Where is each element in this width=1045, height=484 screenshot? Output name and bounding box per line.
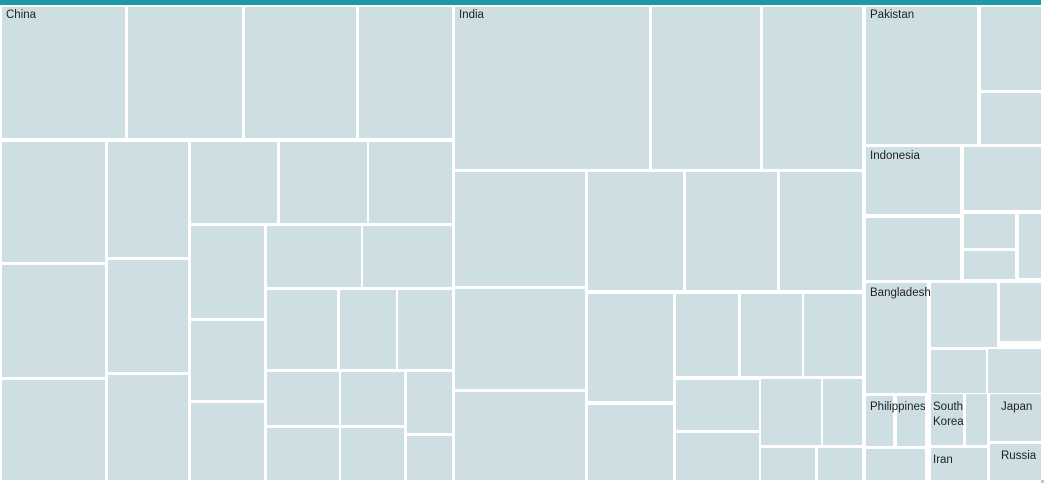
treemap-group-bangladesh: Bangladesh xyxy=(866,283,1041,393)
treemap-cell[interactable] xyxy=(964,147,1041,210)
treemap-cell[interactable] xyxy=(981,7,1041,90)
treemap-group-indonesia: Indonesia xyxy=(866,147,1041,280)
treemap-cell[interactable] xyxy=(363,226,452,287)
treemap-cell[interactable] xyxy=(369,142,452,223)
treemap-cell[interactable] xyxy=(340,290,396,369)
treemap-cell[interactable] xyxy=(398,290,452,369)
treemap-cell[interactable] xyxy=(191,321,264,400)
treemap-cell[interactable] xyxy=(267,290,337,369)
treemap-cell[interactable] xyxy=(866,283,927,393)
treemap-cell[interactable] xyxy=(931,394,963,445)
treemap-cell[interactable] xyxy=(990,444,1041,480)
resize-grip-mark xyxy=(1041,480,1044,483)
treemap-cell[interactable] xyxy=(931,448,987,480)
treemap-group-iran: Iran xyxy=(931,448,987,480)
treemap-cell[interactable] xyxy=(191,142,277,223)
treemap-cell[interactable] xyxy=(990,394,1041,441)
treemap-group-pakistan: Pakistan xyxy=(866,7,1041,144)
treemap-cell[interactable] xyxy=(866,396,893,446)
treemap-cell[interactable] xyxy=(455,7,649,169)
treemap-cell[interactable] xyxy=(2,265,105,377)
treemap-cell[interactable] xyxy=(267,226,361,287)
treemap-cell[interactable] xyxy=(686,172,777,290)
treemap-cell[interactable] xyxy=(964,214,1015,248)
treemap-cell[interactable] xyxy=(931,283,997,347)
treemap-cell[interactable] xyxy=(964,251,1015,279)
treemap-cell[interactable] xyxy=(804,294,862,376)
treemap-cell[interactable] xyxy=(267,372,339,425)
treemap-cell[interactable] xyxy=(780,172,862,290)
treemap-cell[interactable] xyxy=(823,379,862,445)
treemap-cell[interactable] xyxy=(741,294,802,376)
treemap-cell[interactable] xyxy=(341,428,404,480)
treemap-cell[interactable] xyxy=(588,294,673,401)
treemap-cell[interactable] xyxy=(455,392,585,480)
treemap-cell[interactable] xyxy=(652,7,760,169)
treemap-cell[interactable] xyxy=(280,142,367,223)
treemap-cell[interactable] xyxy=(191,403,264,480)
treemap-cell[interactable] xyxy=(267,428,339,480)
treemap-cell[interactable] xyxy=(455,289,585,389)
top-accent-bar xyxy=(0,0,1041,5)
treemap-group-philippines: Philippines xyxy=(866,396,925,480)
treemap-cell[interactable] xyxy=(676,380,759,430)
treemap-cell[interactable] xyxy=(455,172,585,286)
treemap-cell[interactable] xyxy=(245,7,356,138)
treemap-cell[interactable] xyxy=(588,172,683,290)
treemap-cell[interactable] xyxy=(2,380,105,480)
treemap-cell[interactable] xyxy=(191,226,264,318)
treemap-group-south-korea: South Korea xyxy=(931,394,987,445)
treemap-cell[interactable] xyxy=(761,448,815,480)
treemap-cell[interactable] xyxy=(588,405,673,480)
treemap-cell[interactable] xyxy=(2,142,105,262)
treemap-cell[interactable] xyxy=(988,349,1041,393)
treemap-cell[interactable] xyxy=(897,396,925,446)
treemap-cell[interactable] xyxy=(981,93,1041,144)
treemap-cell[interactable] xyxy=(341,372,404,425)
treemap-cell[interactable] xyxy=(407,436,452,480)
treemap-cell[interactable] xyxy=(108,260,188,372)
treemap-cell[interactable] xyxy=(1019,214,1041,278)
treemap-cell[interactable] xyxy=(407,372,452,433)
treemap-cell[interactable] xyxy=(108,375,188,480)
treemap-cell[interactable] xyxy=(108,142,188,257)
treemap-cell[interactable] xyxy=(866,218,960,280)
treemap-group-china: China xyxy=(2,7,452,480)
treemap-group-india: India xyxy=(455,7,862,480)
treemap-cell[interactable] xyxy=(818,448,862,480)
treemap-cell[interactable] xyxy=(761,379,821,445)
treemap-cell[interactable] xyxy=(359,7,452,138)
treemap-group-japan: Japan xyxy=(990,394,1041,441)
treemap-cell[interactable] xyxy=(866,7,977,144)
treemap-cell[interactable] xyxy=(866,449,925,480)
treemap-cell[interactable] xyxy=(2,7,125,138)
treemap-cell[interactable] xyxy=(966,394,987,445)
treemap-cell[interactable] xyxy=(128,7,242,138)
treemap-cell[interactable] xyxy=(763,7,862,169)
treemap-cell[interactable] xyxy=(676,294,738,376)
treemap-cell[interactable] xyxy=(931,350,986,393)
treemap-group-russia: Russia xyxy=(990,444,1041,480)
treemap-cell[interactable] xyxy=(676,433,759,480)
treemap-cell[interactable] xyxy=(1000,283,1041,341)
treemap-cell[interactable] xyxy=(866,147,960,214)
